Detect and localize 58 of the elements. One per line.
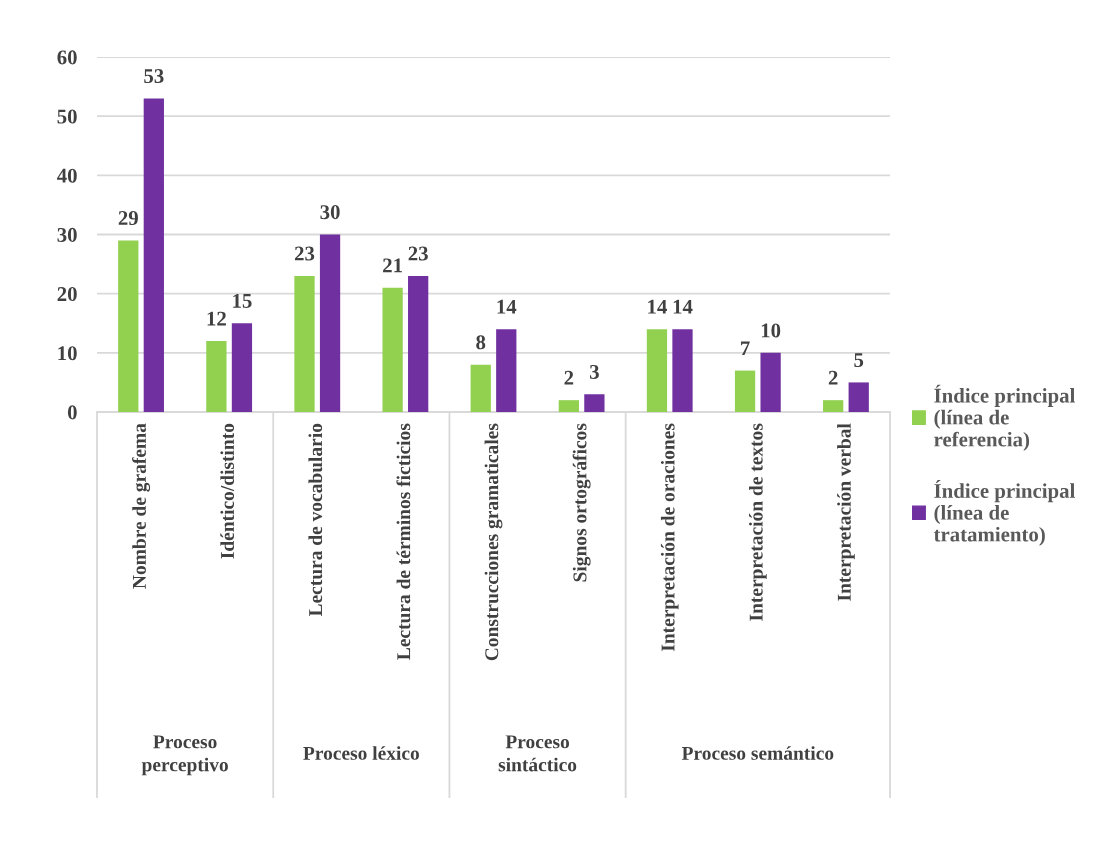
bar xyxy=(143,98,164,412)
data-label: 7 xyxy=(741,341,750,356)
text: Proceso perceptivo xyxy=(141,735,228,776)
x-tick-label: Nombre de grafema xyxy=(132,423,151,589)
text: Proceso léxico xyxy=(303,746,419,760)
bar xyxy=(584,394,605,412)
bar xyxy=(496,329,517,412)
x-tick-label: Lectura de vocabulario xyxy=(308,423,323,617)
data-label: 8 xyxy=(476,335,486,350)
data-label: 23 xyxy=(294,246,315,261)
y-tick-label: 10 xyxy=(58,346,77,361)
bar xyxy=(848,382,869,412)
x-tick-label: Signos ortográficos xyxy=(572,423,591,582)
legend-label: Índice principal (línea de tratamiento) xyxy=(933,479,1075,546)
bar xyxy=(672,329,693,412)
legend-label: Índice principal (línea de referencia) xyxy=(934,384,1075,451)
x-tick-label: Interpretación verbal xyxy=(837,423,855,601)
y-tick-label: 60 xyxy=(57,50,77,65)
y-tick-label: 30 xyxy=(57,227,77,242)
x-tick-label: Construcciones gramaticales xyxy=(484,423,503,661)
x-tick-label: Interpretación de textos xyxy=(749,423,767,621)
bar xyxy=(294,275,315,412)
data-label: 3 xyxy=(589,364,599,379)
bar xyxy=(319,234,341,412)
text: Proceso sintáctico xyxy=(498,735,577,772)
data-label: 12 xyxy=(207,311,226,326)
text: Proceso semántico xyxy=(681,746,834,760)
y-tick-label: 0 xyxy=(67,405,77,420)
bar xyxy=(558,400,579,412)
bar xyxy=(646,329,668,412)
x-tick-label: Interpretación de oraciones xyxy=(660,423,679,652)
bar xyxy=(382,287,403,412)
data-label: 30 xyxy=(320,205,340,220)
data-label: 21 xyxy=(383,258,402,273)
data-label: 29 xyxy=(118,211,138,226)
data-label: 15 xyxy=(233,293,252,308)
data-label: 14 xyxy=(648,299,667,314)
data-label: 5 xyxy=(854,353,864,368)
data-label: 14 xyxy=(673,299,693,314)
y-tick-label: 50 xyxy=(57,109,77,124)
data-label: 10 xyxy=(761,323,781,338)
bar xyxy=(760,352,781,412)
data-label: 53 xyxy=(144,69,164,84)
bar xyxy=(206,341,227,412)
bar xyxy=(470,364,491,412)
bar xyxy=(118,240,139,412)
y-tick-label: 20 xyxy=(57,287,77,302)
bar xyxy=(408,275,429,412)
data-label: 14 xyxy=(497,299,517,314)
data-label: 2 xyxy=(828,370,838,385)
bar xyxy=(734,370,756,412)
x-tick-label: Idéntico/distinto xyxy=(220,423,235,559)
x-tick-label: Lectura de términos ficticios xyxy=(396,423,411,660)
y-tick-label: 40 xyxy=(57,168,77,183)
bar xyxy=(231,323,253,412)
bar xyxy=(823,400,844,412)
data-label: 23 xyxy=(408,246,428,261)
data-label: 2 xyxy=(564,370,574,385)
